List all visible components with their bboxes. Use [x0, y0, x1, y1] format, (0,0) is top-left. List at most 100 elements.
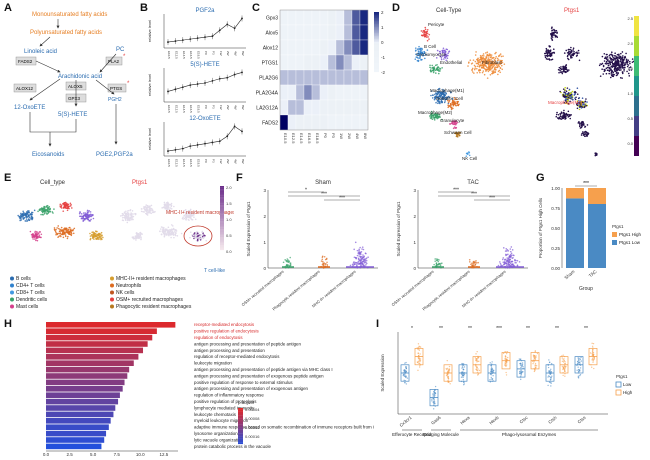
feature-point [567, 110, 570, 113]
colorbar-segment [374, 66, 379, 68]
x-tick: 12.5 [159, 452, 168, 457]
feature-point [201, 233, 203, 236]
box-point [562, 368, 564, 371]
feature-point [610, 73, 612, 75]
umap-point [479, 64, 482, 67]
cluster-label: Cardiomyocyte [416, 52, 447, 57]
box-point [476, 367, 478, 369]
legend-label: Dendritic cells [16, 297, 48, 303]
violin-point [433, 263, 435, 266]
umap-point [62, 210, 65, 212]
box-point [548, 381, 551, 384]
stacked-bar-segment [566, 188, 584, 199]
violin-point [508, 260, 511, 263]
feature-point [554, 34, 557, 37]
box-point [492, 369, 495, 372]
umap-point [38, 236, 41, 238]
umap-point [432, 114, 434, 116]
umap-point [57, 225, 60, 227]
feature-point [185, 216, 188, 219]
heatmap-cell [287, 69, 297, 86]
go-term-label: lysosome organization [194, 431, 238, 436]
legend-label: CD4+ T cells [16, 283, 45, 289]
umap-point [432, 71, 435, 74]
box-point [448, 368, 451, 370]
legend-gradient [238, 411, 243, 414]
umap-point [457, 100, 460, 103]
umap-point [438, 100, 441, 102]
umap-point [433, 116, 436, 119]
feature-point [567, 96, 570, 99]
umap-point [414, 58, 417, 60]
heatmap-cell [295, 84, 305, 101]
box-point [579, 374, 581, 377]
colorbar-segment [220, 227, 224, 230]
umap-point [450, 106, 453, 109]
colorbar-segment [220, 219, 224, 222]
umap-point [53, 228, 56, 231]
feature-point [140, 208, 143, 210]
umap-point [447, 101, 450, 104]
feature-point [613, 65, 616, 67]
sig-label: ** [439, 326, 443, 332]
feature-point [567, 92, 570, 94]
umap-point [414, 47, 417, 49]
colorbar-segment [220, 195, 224, 198]
feature-point [616, 60, 618, 62]
umap-point [64, 206, 67, 208]
umap-point [435, 57, 438, 59]
umap-point [441, 67, 443, 69]
heatmap-col-label: E12.5 [291, 133, 296, 144]
feature-point [622, 55, 624, 57]
umap-point [491, 72, 493, 75]
umap-point [62, 230, 65, 232]
legend-swatch [110, 290, 114, 295]
feature-point [144, 206, 147, 208]
violin-point [441, 262, 443, 264]
feature-point [609, 53, 611, 56]
feature-point [193, 232, 196, 234]
umap-point [58, 232, 60, 235]
violin-point [365, 263, 367, 266]
violin-point [365, 257, 368, 260]
box-point [477, 373, 480, 375]
umap-point [441, 93, 443, 96]
violin-point [356, 263, 358, 266]
feature-point [566, 87, 569, 89]
box-point [535, 355, 537, 357]
cluster-label: Dendritic Cell [436, 96, 463, 101]
feature-point [167, 226, 170, 229]
heatmap-cell [335, 54, 345, 71]
umap-point [19, 219, 21, 222]
heatmap-cell [351, 24, 361, 41]
expression-heatmap: Gpx3Alox5Alox12PTGS1PLA2G6PLA2G4APLA2G12… [256, 9, 385, 144]
feature-point [151, 209, 154, 211]
panel-label-b: B [140, 2, 148, 14]
violin-point [324, 263, 327, 265]
umap-point [454, 132, 457, 135]
legend-gradient [238, 429, 243, 432]
feature-point [170, 236, 172, 239]
feature-point [131, 210, 134, 212]
go-term-label: antigen processing and presentation of e… [194, 386, 309, 391]
feature-point [627, 59, 630, 61]
umap-point [440, 98, 442, 101]
umap-point [59, 232, 62, 234]
feature-point [559, 112, 561, 115]
feature-point [135, 231, 138, 234]
umap-point [55, 228, 57, 231]
feature-point [586, 133, 588, 136]
cluster-label: Schwann Cell [444, 130, 472, 135]
violin-point [365, 252, 367, 255]
umap-point [486, 51, 489, 54]
feature-point [147, 205, 149, 207]
umap-point [476, 58, 479, 61]
violin-point [326, 264, 329, 266]
colorbar-tick: 0 [381, 40, 384, 45]
go-term-label: myeloid leukocyte migration [194, 418, 249, 423]
legend-gradient [238, 431, 243, 434]
feature-point [202, 232, 204, 235]
legend-swatch [110, 297, 114, 302]
heatmap-cell [319, 99, 329, 116]
